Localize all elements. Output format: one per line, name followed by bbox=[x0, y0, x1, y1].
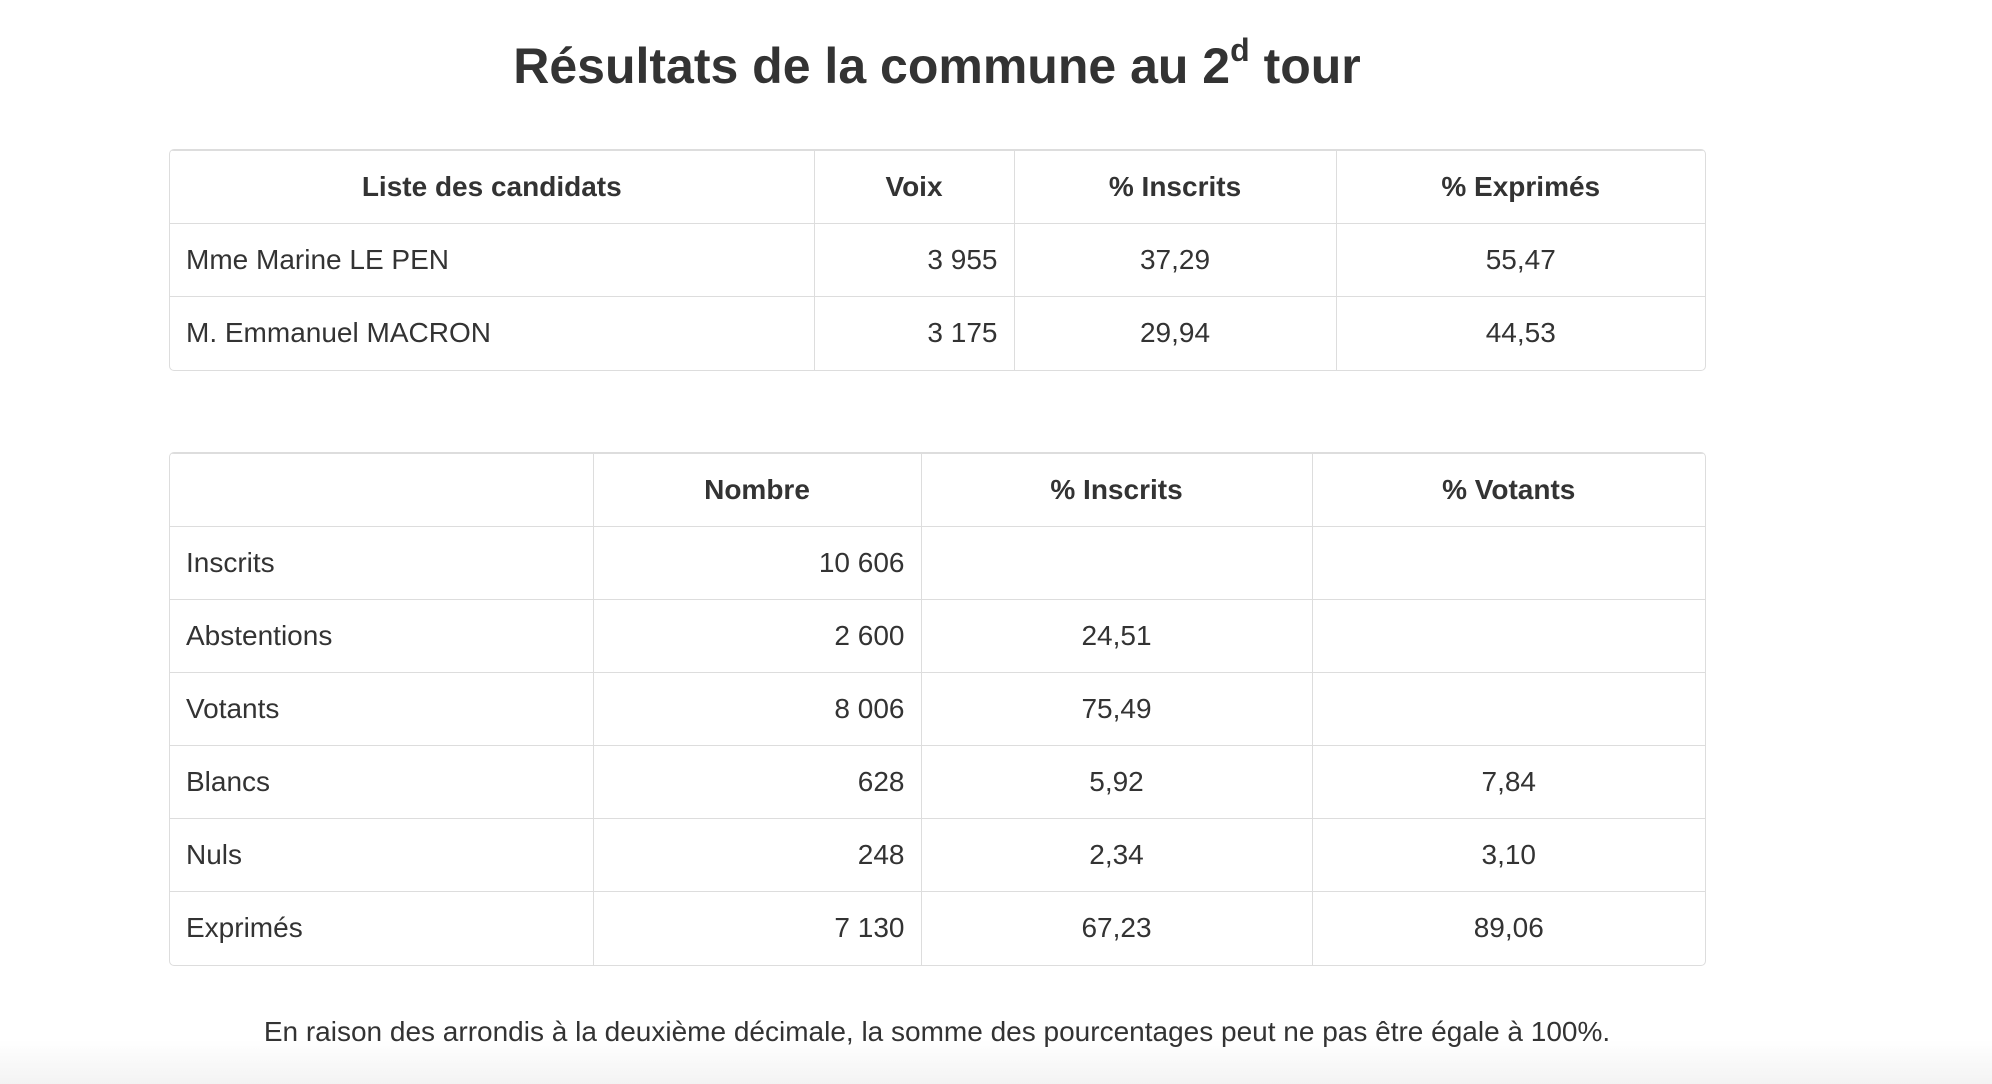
table-cell: 3,10 bbox=[1311, 818, 1705, 892]
header-cell: Nombre bbox=[592, 453, 922, 527]
table-cell: Nuls bbox=[170, 818, 594, 892]
page-title: Résultats de la commune au 2d tour bbox=[0, 34, 1874, 96]
table-cell: M. Emmanuel MACRON bbox=[170, 296, 815, 370]
table-row: Votants 8 006 75,49 bbox=[170, 672, 1705, 746]
header-cell: % Votants bbox=[1311, 453, 1705, 527]
table-cell: 44,53 bbox=[1335, 296, 1705, 370]
table-cell: 24,51 bbox=[920, 599, 1313, 673]
header-cell: % Exprimés bbox=[1335, 150, 1705, 224]
table-cell: Mme Marine LE PEN bbox=[170, 223, 815, 297]
header-row: Liste des candidats Voix% Inscrits% Expri… bbox=[170, 150, 1705, 224]
table-cell: 10 606 bbox=[592, 526, 922, 600]
participation-table: Nombre% Inscrits% Votants Inscrits 10 606 A… bbox=[169, 452, 1706, 966]
table-cell: 3 955 bbox=[813, 223, 1015, 297]
table-cell: 89,06 bbox=[1311, 891, 1705, 965]
table-row: Blancs 628 5,92 7,84 bbox=[170, 745, 1705, 819]
title-text: Résultats de la commune au 2 bbox=[513, 38, 1231, 94]
footnote: En raison des arrondis à la deuxième déc… bbox=[263, 1016, 1611, 1047]
table-cell bbox=[1311, 526, 1705, 600]
table-cell bbox=[920, 526, 1313, 600]
title-text: tour bbox=[1249, 38, 1361, 94]
table-cell: 2 600 bbox=[592, 599, 922, 673]
header-cell: % Inscrits bbox=[920, 453, 1313, 527]
table-row: Mme Marine LE PEN 3 955 37,29 55,47 bbox=[170, 223, 1705, 297]
table-cell: 67,23 bbox=[920, 891, 1313, 965]
header-cell bbox=[170, 453, 594, 527]
table-cell: 55,47 bbox=[1335, 223, 1705, 297]
table-cell: 628 bbox=[592, 745, 922, 819]
candidates-table: Liste des candidats Voix% Inscrits% Expri… bbox=[169, 149, 1706, 371]
table-cell: 7,84 bbox=[1311, 745, 1705, 819]
title-sup: d bbox=[1230, 32, 1250, 68]
table-cell: 2,34 bbox=[920, 818, 1313, 892]
table-cell: 5,92 bbox=[920, 745, 1313, 819]
table-cell bbox=[1311, 599, 1705, 673]
table-cell: 75,49 bbox=[920, 672, 1313, 746]
table-cell: Inscrits bbox=[170, 526, 594, 600]
table-row: M. Emmanuel MACRON 3 175 29,94 44,53 bbox=[170, 296, 1705, 370]
table-row: Exprimés 7 130 67,23 89,06 bbox=[170, 891, 1705, 965]
table-cell bbox=[1311, 672, 1705, 746]
header-cell: Voix bbox=[813, 150, 1015, 224]
table-cell: 248 bbox=[592, 818, 922, 892]
table-cell: 3 175 bbox=[813, 296, 1015, 370]
table-cell: Blancs bbox=[170, 745, 594, 819]
table-row: Inscrits 10 606 bbox=[170, 526, 1705, 600]
table: Nombre% Inscrits% Votants Inscrits 10 606 A… bbox=[170, 453, 1705, 965]
table-cell: Exprimés bbox=[170, 891, 594, 965]
table-cell: Abstentions bbox=[170, 599, 594, 673]
table-cell: 8 006 bbox=[592, 672, 922, 746]
table-cell: Votants bbox=[170, 672, 594, 746]
table-cell: 7 130 bbox=[592, 891, 922, 965]
header-row: Nombre% Inscrits% Votants bbox=[170, 453, 1705, 527]
header-cell: Liste des candidats bbox=[170, 150, 815, 224]
header-cell: % Inscrits bbox=[1013, 150, 1337, 224]
table-row: Abstentions 2 600 24,51 bbox=[170, 599, 1705, 673]
table-row: Nuls 248 2,34 3,10 bbox=[170, 818, 1705, 892]
table: Liste des candidats Voix% Inscrits% Expri… bbox=[170, 150, 1705, 370]
table-cell: 37,29 bbox=[1013, 223, 1337, 297]
table-cell: 29,94 bbox=[1013, 296, 1337, 370]
